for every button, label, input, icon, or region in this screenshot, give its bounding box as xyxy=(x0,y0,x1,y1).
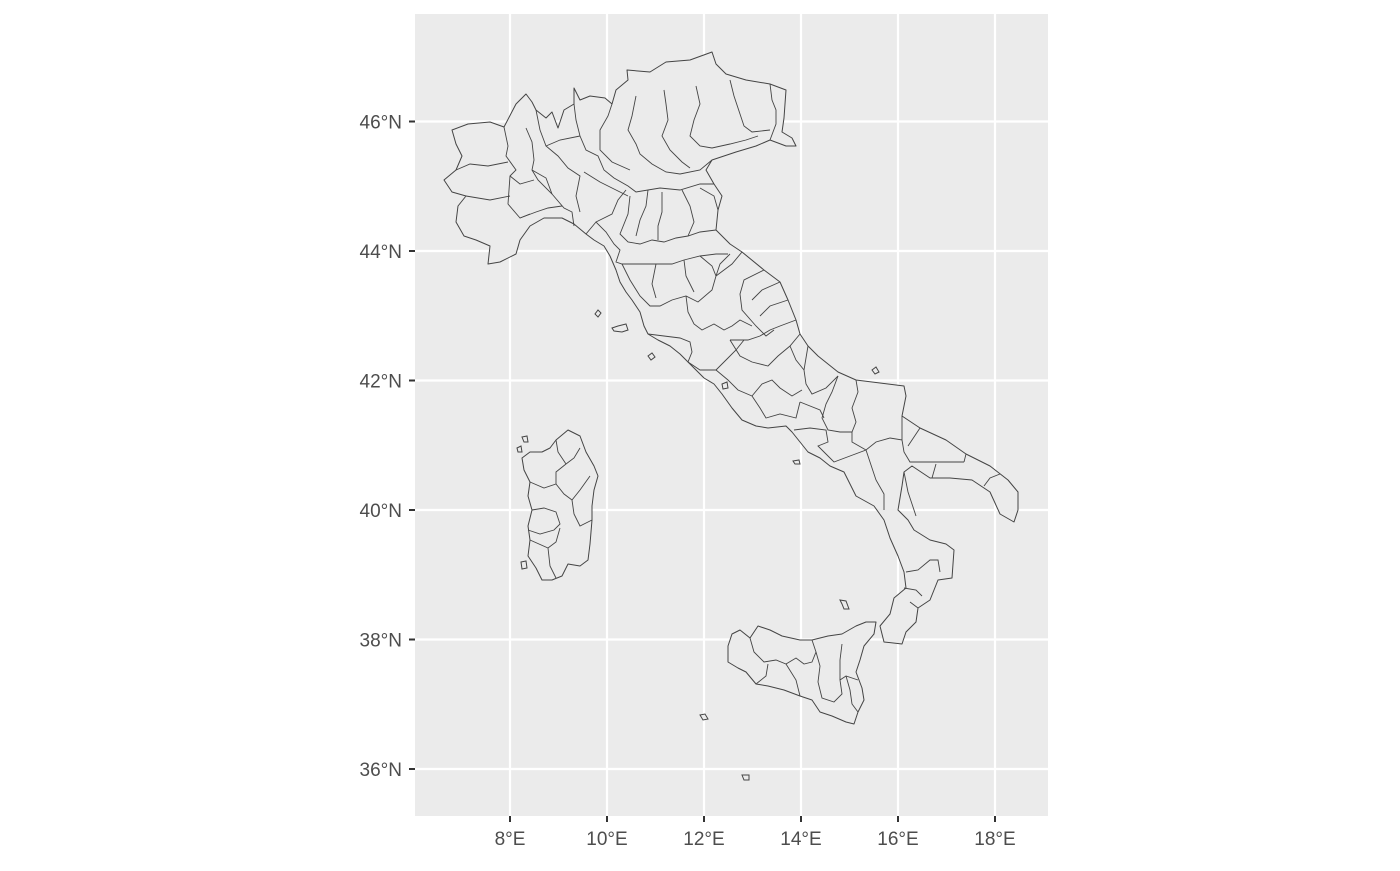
x-tick-label: 18°E xyxy=(974,829,1015,850)
border-north-1 xyxy=(503,126,531,219)
sicily xyxy=(727,621,877,725)
x-axis: 8°E 10°E 12°E 14°E 16°E 18°E xyxy=(495,816,1016,850)
border-north-11 xyxy=(769,83,777,141)
island-asinara xyxy=(516,435,529,453)
border-south-6 xyxy=(903,559,941,609)
border-north-7 xyxy=(627,95,713,175)
border-north-8 xyxy=(661,89,691,169)
italy-provinces xyxy=(443,51,1019,781)
border-south-4 xyxy=(931,453,1001,487)
border-sicily-4 xyxy=(839,643,859,713)
x-tick-label: 8°E xyxy=(495,829,526,850)
border-sardinia-3 xyxy=(527,499,593,535)
x-tick-label: 14°E xyxy=(780,829,821,850)
island-ischia xyxy=(792,459,801,465)
border-north-13 xyxy=(583,171,629,223)
x-tick-label: 10°E xyxy=(586,829,627,850)
x-tick-label: 16°E xyxy=(877,829,918,850)
border-central-1 xyxy=(621,253,731,307)
border-south-3 xyxy=(901,427,964,463)
border-central-5 xyxy=(685,295,753,331)
border-central-3 xyxy=(715,251,775,337)
border-north-14 xyxy=(619,195,717,245)
border-central-9 xyxy=(789,345,839,395)
border-north-9 xyxy=(689,85,759,149)
y-tick-label: 38°N xyxy=(360,631,402,652)
border-north-15 xyxy=(635,187,719,240)
island-capraia xyxy=(594,309,602,318)
border-south-2 xyxy=(851,432,885,510)
island-pantelleria xyxy=(699,713,709,721)
border-north-12 xyxy=(535,109,581,147)
island-san-pietro xyxy=(520,560,528,570)
y-tick-label: 42°N xyxy=(360,372,402,393)
border-north-16 xyxy=(509,169,563,219)
border-sardinia-1 xyxy=(529,475,591,501)
border-north-10 xyxy=(729,79,771,133)
island-tremiti xyxy=(871,366,880,375)
border-sardinia-2 xyxy=(555,439,581,484)
sardinia xyxy=(521,429,599,581)
border-south-1 xyxy=(793,416,903,463)
border-north-17 xyxy=(585,221,728,265)
island-lampedusa xyxy=(741,774,750,781)
border-north-6 xyxy=(599,103,631,171)
x-tick-label: 12°E xyxy=(683,829,724,850)
border-central-11 xyxy=(821,375,859,433)
island-giglio xyxy=(647,352,656,361)
y-tick-label: 44°N xyxy=(360,242,402,263)
island-ponza xyxy=(721,381,729,390)
border-sicily-2 xyxy=(755,663,801,697)
border-sicily-3 xyxy=(815,651,859,703)
border-north-3 xyxy=(525,127,575,227)
y-tick-label: 46°N xyxy=(360,113,402,134)
border-central-6 xyxy=(647,333,745,371)
y-tick-label: 40°N xyxy=(360,501,402,522)
border-central-8 xyxy=(715,369,803,397)
y-tick-label: 36°N xyxy=(360,760,402,781)
border-central-4 xyxy=(730,281,797,341)
border-south-5 xyxy=(903,471,917,517)
border-north-2 xyxy=(455,161,511,201)
island-elba xyxy=(611,323,629,333)
border-central-2 xyxy=(651,255,717,299)
border-sicily-1 xyxy=(749,637,817,665)
y-axis: 36°N 38°N 40°N 42°N 44°N 46°N xyxy=(360,113,415,781)
island-aeolian xyxy=(839,599,850,610)
border-sardinia-4 xyxy=(529,527,561,579)
mainland-italy xyxy=(443,51,1019,645)
